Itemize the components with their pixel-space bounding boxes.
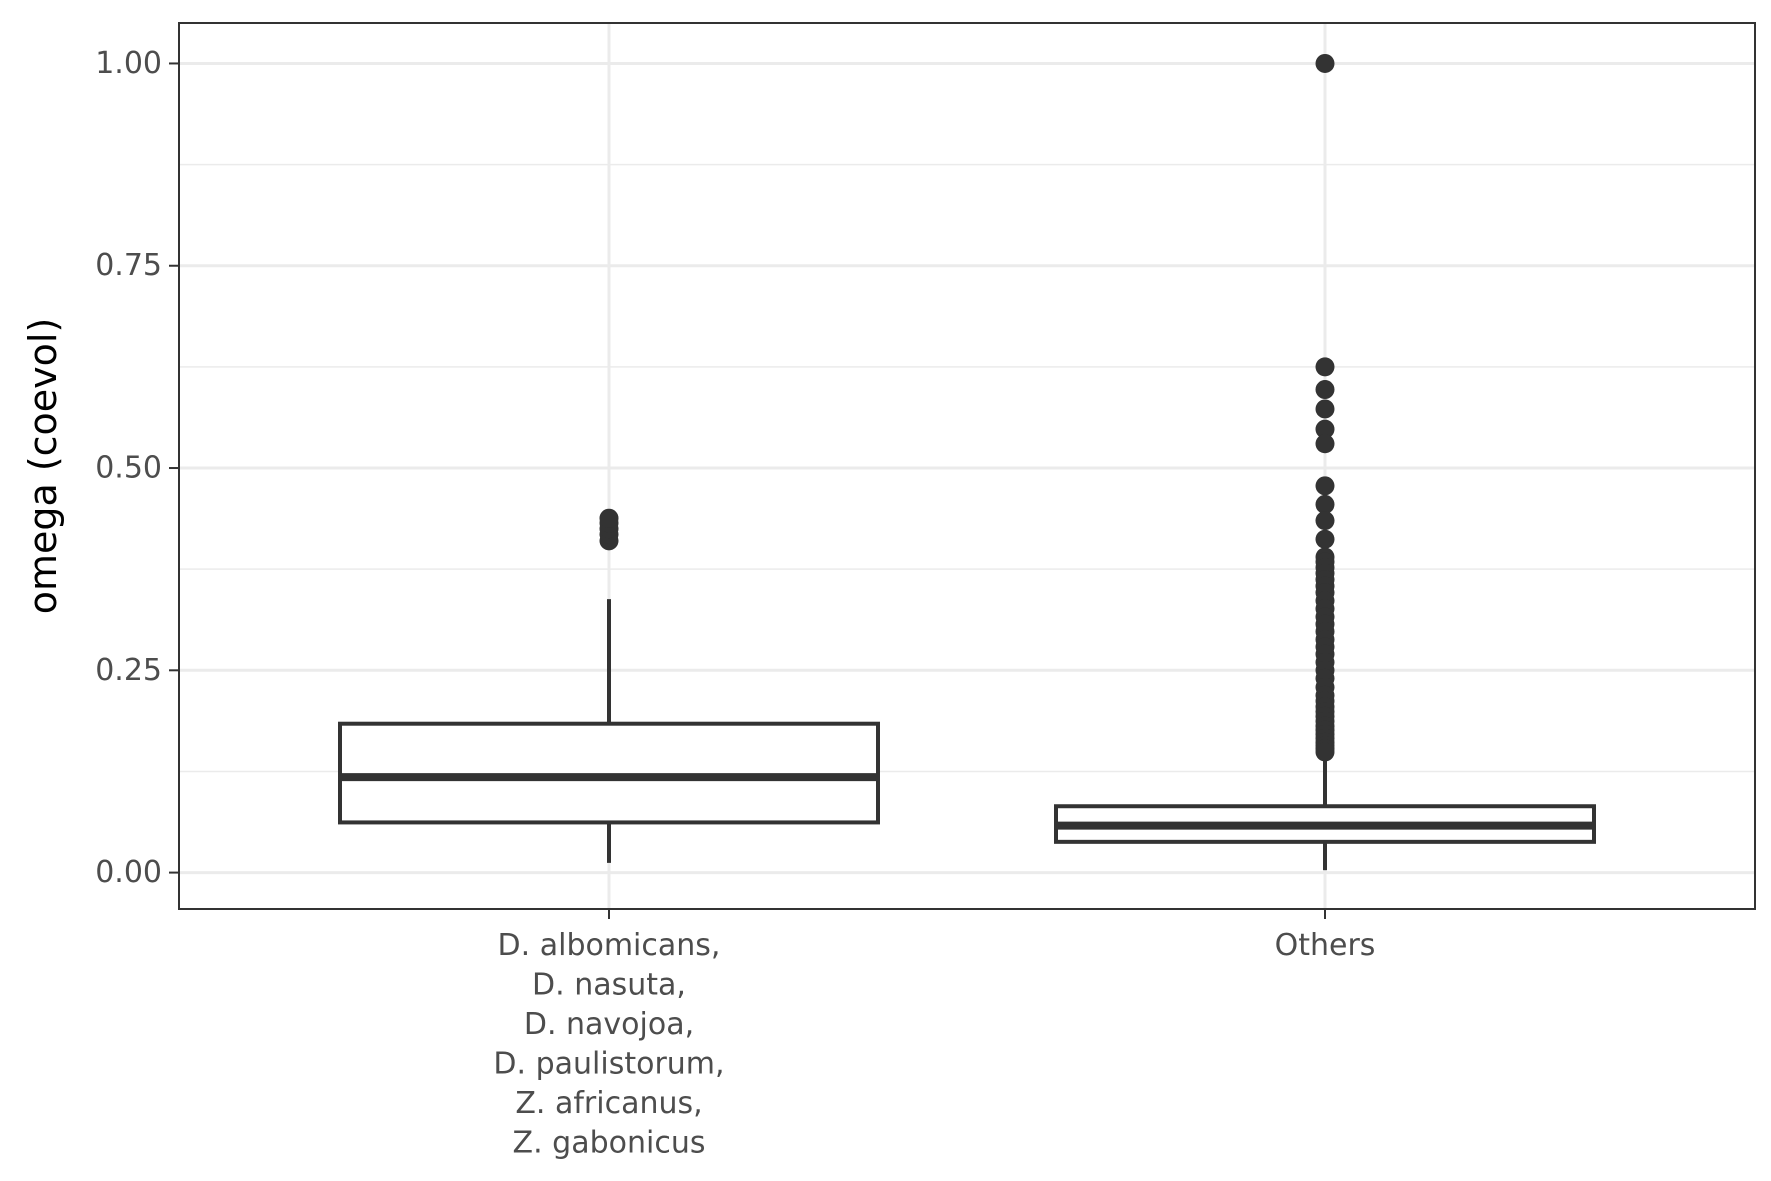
box-plots xyxy=(338,53,1596,871)
y-tick-label: 0.50 xyxy=(95,451,162,486)
outlier-point xyxy=(1315,399,1335,419)
y-tick-label: 1.00 xyxy=(95,46,162,81)
outlier-point xyxy=(1315,529,1335,549)
y-axis-title: omega (coevol) xyxy=(21,318,65,615)
outlier-point xyxy=(1315,494,1335,514)
outlier-point xyxy=(1315,419,1335,439)
outlier-point xyxy=(1315,434,1335,454)
x-tick-label: Z. gabonicus xyxy=(513,1126,706,1161)
panel-border xyxy=(178,22,1756,910)
outlier-point xyxy=(1315,380,1335,400)
x-tick-label: D. navojoa, xyxy=(524,1007,694,1042)
x-tick-label: D. albomicans, xyxy=(498,928,721,963)
x-tick-label: D. nasuta, xyxy=(532,968,686,1003)
y-tick-label: 0.75 xyxy=(95,248,162,283)
outlier-point xyxy=(1315,357,1335,377)
outlier-point xyxy=(1315,742,1335,762)
outlier-point xyxy=(1315,53,1335,73)
x-tick-label: Others xyxy=(1275,928,1376,963)
axes: 0.00 0.25 0.50 0.75 1.00 D. albomicans, D. nas… xyxy=(95,46,1375,1161)
outlier-point xyxy=(599,508,619,528)
box-iqr xyxy=(338,721,880,825)
outlier-point xyxy=(1315,476,1335,496)
x-tick-label: Z. africanus, xyxy=(515,1086,702,1121)
y-tick-label: 0.25 xyxy=(95,653,162,688)
x-tick-label: D. paulistorum, xyxy=(493,1047,724,1082)
outlier-point xyxy=(1315,511,1335,531)
y-tick-label: 0.00 xyxy=(95,855,162,890)
